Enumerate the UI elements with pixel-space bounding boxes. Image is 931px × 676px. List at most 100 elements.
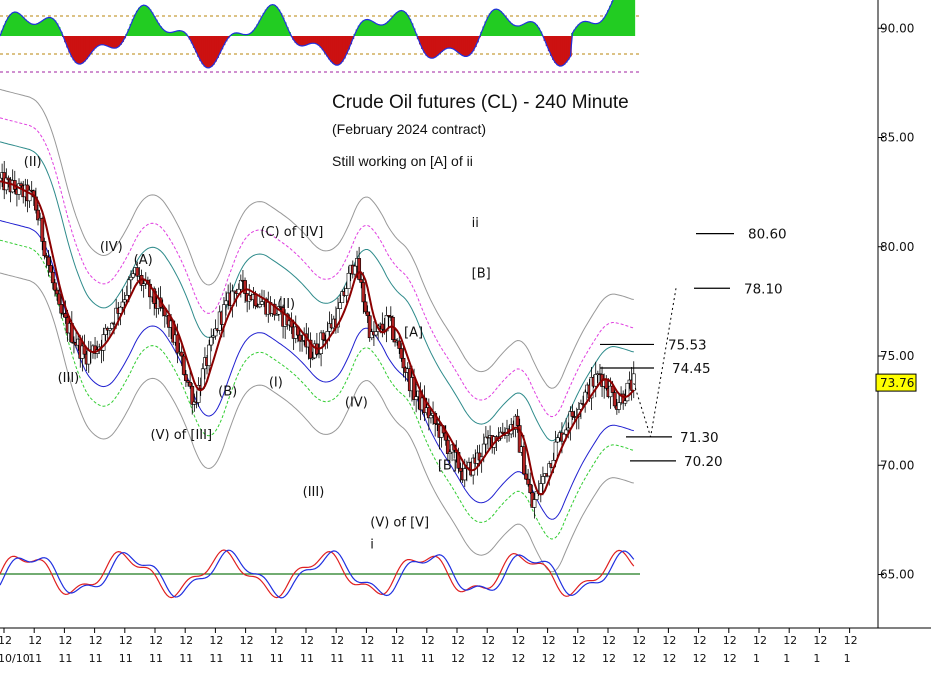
- hist-bar: [176, 30, 179, 36]
- hist-bar: [397, 10, 401, 36]
- hist-bar: [374, 23, 378, 36]
- x-tick-label-top: 12: [0, 634, 12, 647]
- hist-bar: [119, 36, 122, 45]
- x-tick-label-top: 12: [179, 634, 193, 647]
- hist-bar: [528, 21, 532, 36]
- hist-bar: [135, 10, 139, 37]
- candle-body: [57, 293, 62, 305]
- candle-body: [541, 476, 545, 484]
- candle-body: [175, 334, 180, 354]
- x-tick-label-top: 12: [451, 634, 465, 647]
- hist-bar: [323, 36, 327, 54]
- hist-bar: [47, 17, 50, 36]
- hist-bar: [526, 22, 530, 36]
- hist-bar: [271, 4, 274, 36]
- candle-body: [122, 299, 127, 303]
- hist-bar: [482, 26, 486, 36]
- candle-body: [141, 283, 146, 286]
- hist-bar: [277, 9, 281, 37]
- hist-bar: [334, 36, 338, 66]
- candle-body: [340, 291, 345, 303]
- candle-body: [367, 315, 372, 339]
- candle-body: [612, 392, 617, 407]
- x-tick-label-bottom: 12: [451, 652, 465, 665]
- hist-bar: [440, 36, 443, 52]
- hist-bar: [410, 23, 414, 36]
- hist-bar: [197, 36, 200, 57]
- wave-label: ii: [472, 216, 479, 231]
- hist-bar: [281, 17, 285, 36]
- candle-body: [515, 415, 520, 426]
- hist-bar: [150, 12, 154, 37]
- candle-body: [401, 357, 406, 369]
- candle-body: [188, 382, 193, 387]
- hist-bar: [190, 36, 194, 44]
- hist-bar: [484, 21, 488, 36]
- hist-bar: [112, 36, 116, 49]
- x-tick-label-bottom: 12: [723, 652, 737, 665]
- hist-bar: [288, 31, 291, 36]
- hist-bar: [159, 26, 162, 36]
- hist-bar: [220, 36, 224, 50]
- candle-body: [243, 280, 247, 294]
- hist-bar: [476, 36, 479, 43]
- candle-body: [19, 183, 24, 187]
- hist-bar: [114, 36, 118, 48]
- candle-body: [625, 382, 630, 402]
- hist-bar: [389, 18, 393, 36]
- hist-bar: [319, 36, 323, 48]
- hist-bar: [53, 20, 57, 36]
- hist-bar: [598, 22, 602, 36]
- candle-body: [126, 279, 131, 296]
- hist-bar: [36, 23, 40, 36]
- y-tick-label: 70.00: [880, 458, 914, 472]
- hist-bar: [19, 15, 23, 36]
- candle-body: [272, 303, 277, 316]
- hist-bar: [554, 36, 557, 64]
- channel-bands: [0, 88, 634, 573]
- hist-bar: [292, 36, 296, 40]
- candle-body: [352, 265, 357, 275]
- hist-bar: [421, 36, 424, 49]
- hist-bar: [429, 36, 433, 59]
- hist-bar: [355, 29, 359, 36]
- hist-bar: [503, 15, 507, 37]
- hist-bar: [467, 36, 471, 56]
- hist-bar: [110, 36, 114, 48]
- hist-bar: [70, 36, 74, 57]
- oscillator-blue-line: [0, 549, 635, 599]
- hist-bar: [613, 0, 617, 36]
- band-teal: [0, 141, 634, 442]
- hist-bar: [626, 0, 629, 36]
- candle-body: [6, 177, 11, 181]
- candle-body: [435, 423, 440, 425]
- hist-bar: [490, 10, 494, 37]
- hist-bar: [199, 36, 203, 61]
- hist-bar: [471, 36, 475, 51]
- hist-bar: [577, 24, 581, 36]
- hist-bar: [632, 0, 636, 37]
- wave-label: [B]: [472, 266, 491, 281]
- hist-bar: [590, 22, 593, 36]
- hist-bar: [435, 36, 439, 56]
- x-tick-label-bottom: 12: [632, 652, 646, 665]
- envelope-lower: [0, 272, 634, 573]
- candle-body: [279, 306, 283, 308]
- hist-bar: [95, 36, 99, 47]
- hist-bar: [256, 24, 260, 36]
- candle-body: [357, 258, 362, 280]
- x-tick-label-top: 12: [28, 634, 42, 647]
- candle-body: [317, 353, 321, 355]
- hist-bar: [465, 36, 469, 57]
- hist-bar: [178, 30, 181, 36]
- hist-bar: [262, 12, 266, 36]
- x-tick-label-bottom: 11: [209, 652, 223, 665]
- bottom-oscillator: [0, 549, 640, 599]
- hist-bar: [279, 13, 283, 36]
- hist-bar: [539, 31, 543, 36]
- candle-body: [448, 451, 452, 454]
- hist-bar: [511, 24, 515, 36]
- hist-bar: [311, 36, 315, 44]
- hist-bar: [617, 0, 621, 37]
- wave-label: (IV): [345, 395, 368, 410]
